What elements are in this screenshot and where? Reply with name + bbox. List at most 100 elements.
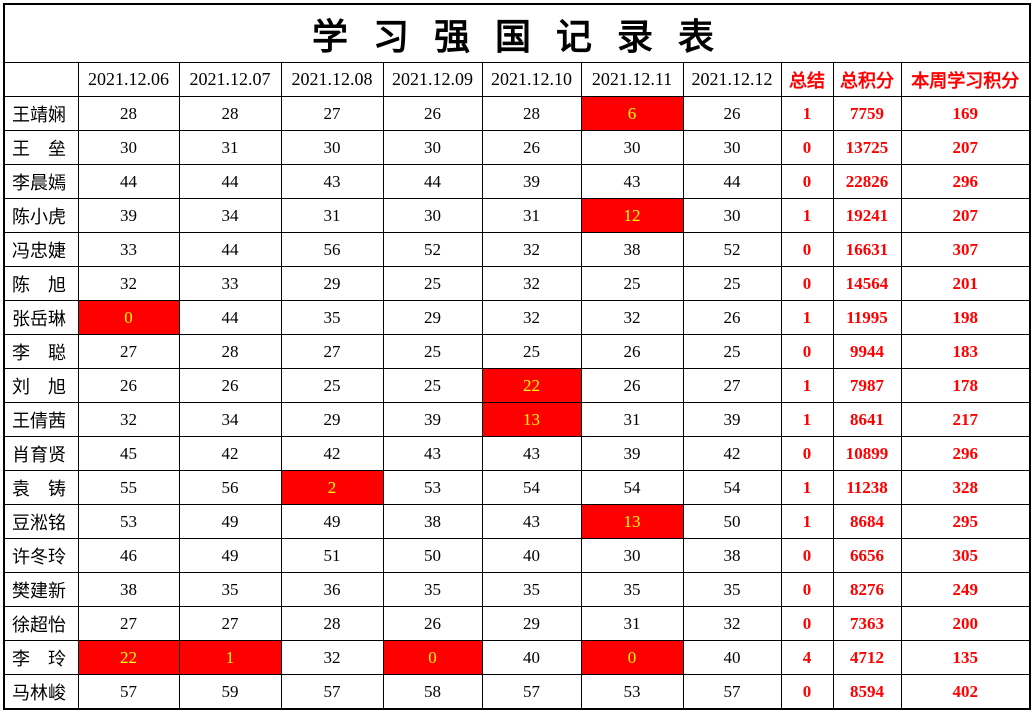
day-score-cell: 43 [382, 436, 483, 472]
day-score-cell: 50 [382, 538, 483, 574]
summary-count: 1 [780, 368, 834, 404]
total-points: 6656 [832, 538, 902, 574]
day-score-cell: 57 [77, 674, 180, 710]
study-record-table: 学 习 强 国 记 录 表 2021.12.06 2021.12.07 2021… [3, 3, 1032, 710]
day-score-cell: 32 [481, 300, 582, 336]
day-score-cell: 54 [481, 470, 582, 506]
week-study-points: 200 [900, 606, 1031, 642]
member-name: 肖育贤 [3, 436, 79, 472]
week-study-points: 169 [900, 95, 1031, 132]
member-name: 李 聪 [3, 334, 79, 370]
day-score-cell: 42 [280, 436, 384, 472]
day-score-cell: 27 [280, 95, 384, 132]
day-score-cell: 33 [77, 232, 180, 268]
table-row: 张岳琳 0 44 35 29 32 32 26 1 11995 198 [3, 300, 1031, 336]
summary-count: 0 [780, 538, 834, 574]
day-score-cell: 36 [280, 572, 384, 608]
day-score-cell: 58 [382, 674, 483, 710]
member-name: 李 玲 [3, 640, 79, 676]
day-score-cell-highlighted: 0 [580, 640, 684, 676]
summary-count: 0 [780, 266, 834, 302]
day-score-cell: 27 [682, 368, 782, 404]
table-row: 冯忠婕 33 44 56 52 32 38 52 0 16631 307 [3, 232, 1031, 268]
day-score-cell: 49 [280, 504, 384, 540]
day-score-cell: 39 [77, 198, 180, 234]
day-score-cell: 32 [77, 266, 180, 302]
summary-count: 1 [780, 198, 834, 234]
day-score-cell: 28 [178, 334, 282, 370]
day-score-cell: 32 [481, 266, 582, 302]
day-score-cell: 28 [280, 606, 384, 642]
day-score-cell: 43 [481, 504, 582, 540]
member-name: 豆淞铭 [3, 504, 79, 540]
name-column-header [3, 62, 79, 97]
day-score-cell: 45 [77, 436, 180, 472]
day-score-cell: 59 [178, 674, 282, 710]
day-score-cell: 27 [178, 606, 282, 642]
day-score-cell: 30 [280, 130, 384, 166]
week-study-points: 135 [900, 640, 1031, 676]
table-row: 袁 铸 55 56 2 53 54 54 54 1 11238 328 [3, 470, 1031, 506]
member-name: 陈小虎 [3, 198, 79, 234]
total-points: 9944 [832, 334, 902, 370]
day-score-cell: 30 [682, 130, 782, 166]
day-score-cell: 35 [178, 572, 282, 608]
member-name: 李晨嫣 [3, 164, 79, 200]
day-score-cell-highlighted: 1 [178, 640, 282, 676]
week-study-points: 296 [900, 164, 1031, 200]
day-score-cell: 44 [382, 164, 483, 200]
day-score-cell: 32 [580, 300, 684, 336]
week-study-points: 183 [900, 334, 1031, 370]
week-study-points: 402 [900, 674, 1031, 710]
table-row: 樊建新 38 35 36 35 35 35 35 0 8276 249 [3, 572, 1031, 608]
day-score-cell: 35 [382, 572, 483, 608]
week-study-points: 295 [900, 504, 1031, 540]
day-score-cell: 26 [77, 368, 180, 404]
summary-count: 1 [780, 95, 834, 132]
date-header: 2021.12.07 [178, 62, 282, 97]
day-score-cell: 38 [682, 538, 782, 574]
title-row: 学 习 强 国 记 录 表 [3, 3, 1031, 63]
week-study-points: 207 [900, 130, 1031, 166]
total-points: 4712 [832, 640, 902, 676]
total-points: 8594 [832, 674, 902, 710]
day-score-cell: 25 [382, 334, 483, 370]
day-score-cell: 35 [682, 572, 782, 608]
day-score-cell: 44 [178, 164, 282, 200]
member-name: 王 垒 [3, 130, 79, 166]
day-score-cell: 40 [481, 538, 582, 574]
day-score-cell: 39 [481, 164, 582, 200]
day-score-cell: 26 [682, 95, 782, 132]
total-points-column-header: 总积分 [832, 62, 902, 97]
day-score-cell: 32 [280, 640, 384, 676]
day-score-cell: 40 [481, 640, 582, 676]
day-score-cell: 44 [77, 164, 180, 200]
day-score-cell: 29 [280, 266, 384, 302]
summary-count: 1 [780, 402, 834, 438]
day-score-cell: 43 [481, 436, 582, 472]
day-score-cell: 52 [382, 232, 483, 268]
total-points: 16631 [832, 232, 902, 268]
summary-count: 1 [780, 300, 834, 336]
day-score-cell: 28 [77, 95, 180, 132]
table-row: 陈小虎 39 34 31 30 31 12 30 1 19241 207 [3, 198, 1031, 234]
week-points-column-header: 本周学习积分 [900, 62, 1031, 97]
member-name: 刘 旭 [3, 368, 79, 404]
summary-count: 0 [780, 130, 834, 166]
day-score-cell: 25 [280, 368, 384, 404]
day-score-cell: 31 [280, 198, 384, 234]
day-score-cell: 28 [178, 95, 282, 132]
total-points: 8684 [832, 504, 902, 540]
day-score-cell: 46 [77, 538, 180, 574]
day-score-cell: 42 [682, 436, 782, 472]
day-score-cell: 49 [178, 538, 282, 574]
day-score-cell: 26 [382, 606, 483, 642]
table-row: 李 聪 27 28 27 25 25 26 25 0 9944 183 [3, 334, 1031, 370]
table-row: 王倩茜 32 34 29 39 13 31 39 1 8641 217 [3, 402, 1031, 438]
day-score-cell: 39 [382, 402, 483, 438]
day-score-cell-highlighted: 22 [77, 640, 180, 676]
member-name: 陈 旭 [3, 266, 79, 302]
day-score-cell: 32 [481, 232, 582, 268]
day-score-cell: 30 [682, 198, 782, 234]
week-study-points: 305 [900, 538, 1031, 574]
